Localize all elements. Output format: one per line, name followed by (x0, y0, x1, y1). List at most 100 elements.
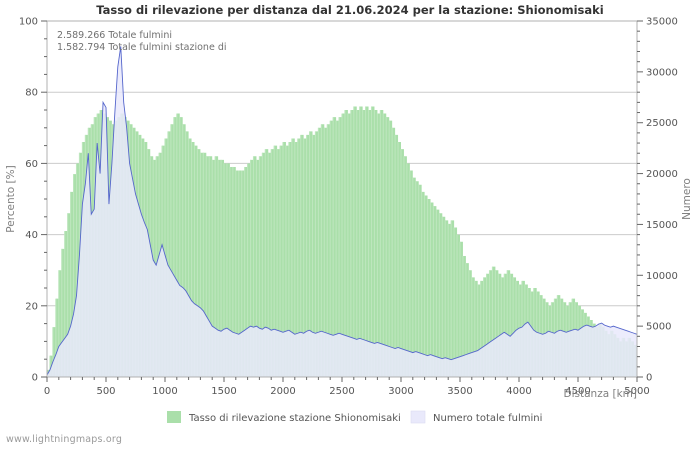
bar-separator (335, 120, 337, 377)
bar-separator (497, 273, 499, 377)
bar-separator (205, 156, 207, 377)
bar-separator (250, 159, 252, 377)
bar-separator (317, 127, 319, 377)
bar-separator (480, 280, 482, 377)
bar-separator (385, 117, 387, 377)
bar-separator (173, 117, 175, 377)
bar-separator (471, 277, 473, 377)
bar-separator (182, 124, 184, 377)
bar-separator (344, 110, 346, 377)
bar-separator (394, 134, 396, 377)
bar-separator (229, 166, 231, 377)
bar-separator (223, 163, 225, 377)
bar-separator (185, 131, 187, 377)
bar-separator (273, 145, 275, 377)
bar-separator (350, 110, 352, 377)
bar-separator (170, 124, 172, 377)
series-total-count-line (47, 46, 637, 376)
bar-separator (208, 156, 210, 377)
bar-separator (217, 159, 219, 377)
bar-separator (362, 110, 364, 377)
bar-separator (488, 270, 491, 377)
bar-separator (459, 241, 461, 377)
bar-separator (285, 145, 287, 377)
bar-separator (235, 170, 237, 377)
footer-credit: www.lightningmaps.org (6, 434, 123, 445)
bar-separator (512, 277, 514, 377)
bar-separator (261, 152, 263, 377)
bar-separator (179, 117, 181, 377)
bar-separator (356, 110, 358, 377)
bar-separator (264, 149, 266, 377)
bar-separator (311, 134, 314, 377)
y-left-tick-label: 100 (19, 17, 38, 28)
bar-separator (388, 120, 390, 377)
legend-swatch-detection-rate (167, 411, 181, 423)
bar-separator (353, 106, 355, 377)
bar-separator (403, 156, 405, 377)
y-right-tick-label: 30000 (646, 67, 678, 78)
bar-separator (412, 177, 414, 377)
y-axis-left: 0 20 40 60 80 100 (19, 17, 47, 384)
bar-separator (67, 213, 69, 377)
bar-separator (320, 124, 322, 377)
bar-separator (309, 131, 311, 377)
bar-separator (491, 266, 493, 377)
bar-separator (456, 234, 458, 377)
bar-separator (52, 327, 54, 377)
bar-separator (373, 110, 375, 377)
bar-separator (241, 170, 243, 377)
y-left-tick-label: 0 (32, 373, 38, 384)
bar-separator (462, 255, 464, 377)
bar-separator (391, 127, 393, 377)
bar-separator (429, 202, 432, 377)
bar-separator (370, 106, 373, 377)
y-right-tick-label: 35000 (646, 17, 678, 28)
bar-separator (465, 263, 467, 377)
y-axis-left-title: Percento [%] (5, 165, 17, 232)
bar-separator (397, 142, 399, 377)
x-axis-tick-label: 500 (96, 386, 115, 397)
y-axis-right-title: Numero (681, 178, 693, 220)
x-axis-tick-label: 4500 (565, 386, 590, 397)
chart-legend: Tasso di rilevazione stazione Shionomisa… (167, 410, 542, 424)
x-axis-title: Distanza [km] (564, 388, 637, 400)
y-axis-right: 0 5000 10000 15000 20000 25000 30000 35000 (637, 17, 678, 384)
y-left-tick-label: 40 (25, 230, 38, 241)
bar-separator (332, 117, 334, 377)
bar-separator (300, 134, 302, 377)
bar-separator (255, 159, 257, 377)
bar-separator (365, 106, 367, 377)
bar-separator (191, 142, 193, 377)
bar-separator (303, 138, 305, 377)
bar-separator (435, 209, 437, 377)
bar-separator (199, 152, 201, 377)
bar-separator (347, 113, 349, 377)
bar-separator (276, 149, 278, 377)
legend-label-detection-rate: Tasso di rilevazione stazione Shionomisa… (188, 413, 401, 424)
legend-swatch-total-count (410, 410, 426, 424)
x-axis-tick-label: 4000 (506, 386, 531, 397)
bar-separator (214, 156, 216, 377)
bar-separator (306, 134, 308, 377)
chart-title: Tasso di rilevazione per distanza dal 21… (96, 3, 604, 17)
x-axis-tick-label: 2500 (329, 386, 354, 397)
bar-separator (167, 131, 169, 377)
bar-separator (244, 166, 246, 377)
bar-separator (73, 174, 75, 377)
bar-separator (509, 273, 511, 377)
bar-separator (494, 270, 496, 377)
y-right-tick-label: 5000 (646, 322, 671, 333)
bar-separator (314, 131, 316, 377)
bar-separator (379, 110, 381, 377)
bar-separator (176, 113, 178, 377)
bar-separator (211, 159, 213, 377)
x-axis-tick-label: 2000 (270, 386, 295, 397)
bar-separator (444, 220, 446, 377)
annotation-station-strokes: 1.582.794 Totale fulmini stazione di (57, 42, 227, 53)
bar-separator (329, 120, 331, 377)
bar-separator (515, 280, 517, 377)
bar-separator (382, 113, 384, 377)
